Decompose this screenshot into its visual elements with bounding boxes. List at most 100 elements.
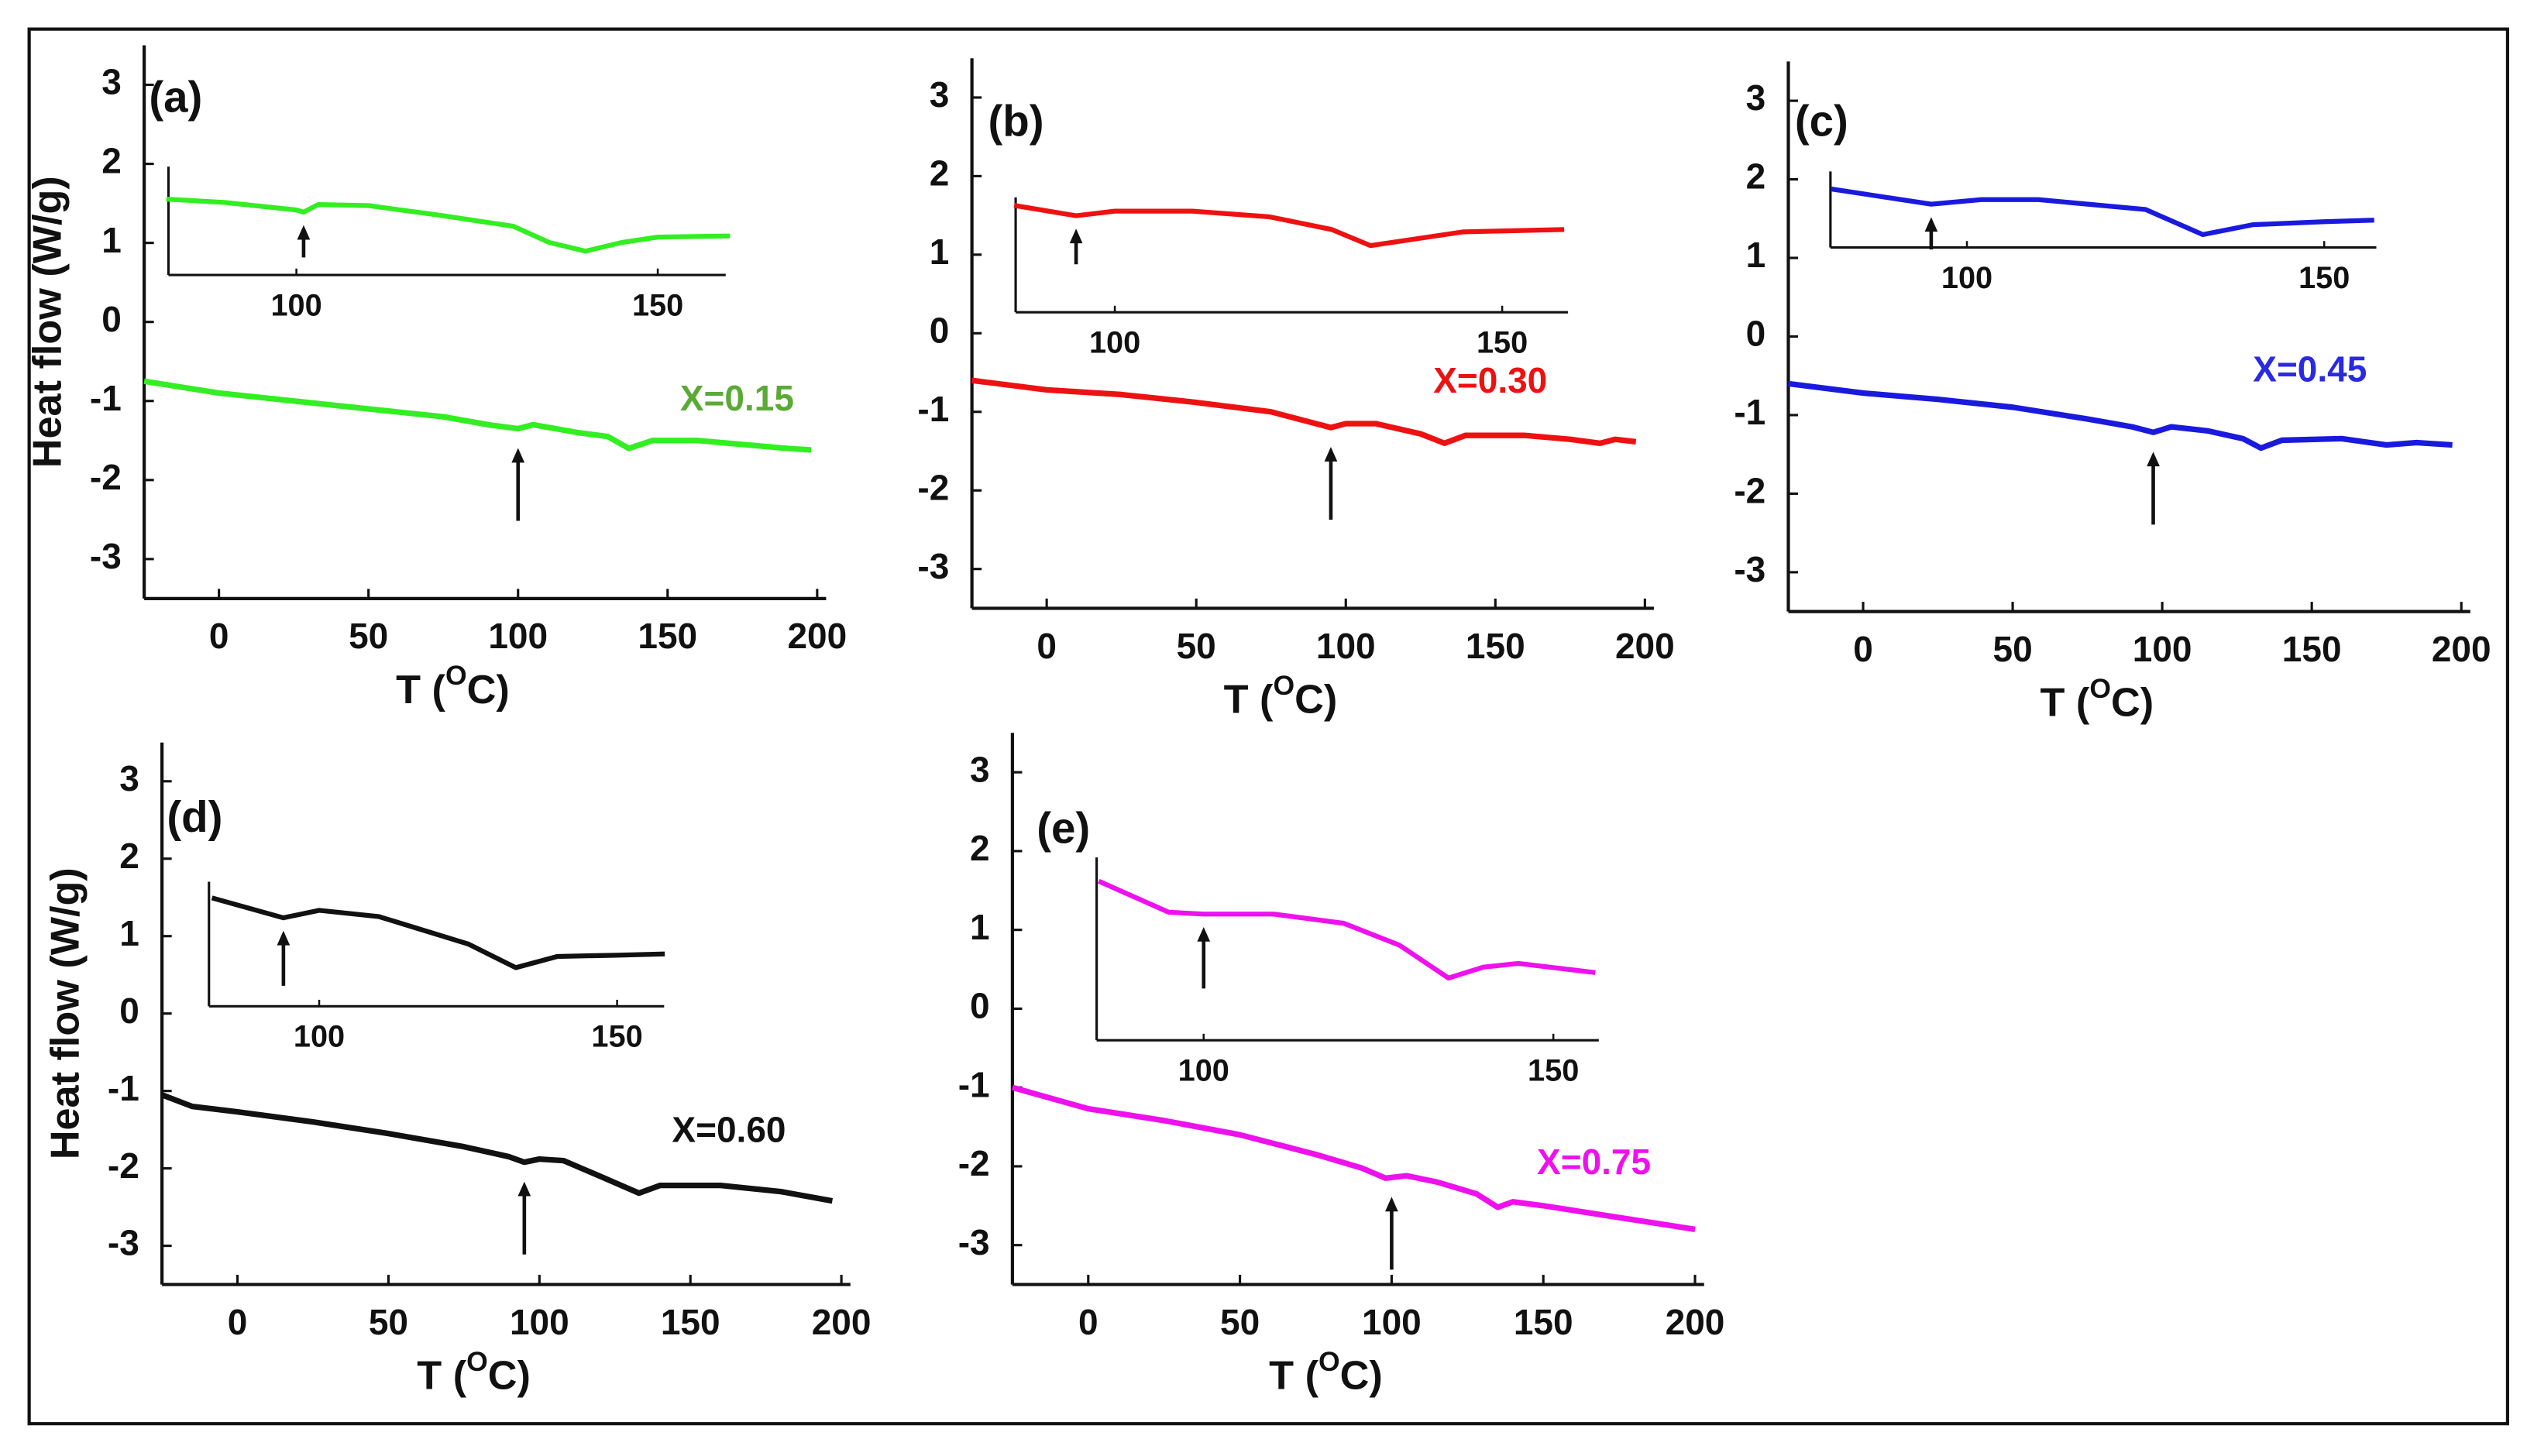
y-tick-label: 2	[1746, 156, 1766, 197]
x-axis-label-part: C)	[467, 668, 510, 713]
x-axis-label: T (OC)	[2040, 673, 2154, 725]
y-axis-label: Heat flow (W/g)	[26, 176, 70, 468]
x-axis-label: T (OC)	[1269, 1346, 1383, 1398]
y-tick-label: -1	[917, 389, 949, 429]
annotation: X=0.45	[2253, 349, 2367, 390]
x-axis-label-part: O	[2089, 673, 2111, 704]
curve	[971, 377, 1637, 447]
arrow-head	[277, 930, 291, 946]
x-tick-label: 150	[1514, 1302, 1573, 1342]
arrow-head	[2147, 452, 2160, 467]
y-tick-label: 1	[101, 220, 122, 260]
y-tick-label: 2	[101, 141, 122, 181]
y-tick-label: 2	[119, 836, 139, 876]
y-tick-label: -3	[1734, 549, 1765, 589]
x-tick-label: 0	[1078, 1302, 1098, 1342]
inset-curve	[1013, 203, 1565, 249]
x-tick-label: 200	[787, 616, 847, 656]
x-tick-label: 0	[1037, 626, 1057, 666]
x-tick-label: 150	[661, 1302, 720, 1342]
inset-curve	[166, 197, 731, 254]
y-tick-label: -2	[108, 1145, 139, 1186]
x-tick-label: 100	[2133, 629, 2192, 669]
inset-x-tick-label: 100	[294, 1020, 345, 1054]
x-axis-label-part: O	[466, 1346, 488, 1377]
y-tick-label: 2	[970, 828, 990, 868]
x-tick-label: 200	[812, 1302, 872, 1342]
annotation: X=0.75	[1537, 1142, 1651, 1182]
inset-x-tick-label: 150	[2298, 261, 2350, 295]
x-tick-label: 50	[1992, 629, 2032, 669]
x-tick-label: 200	[2432, 629, 2491, 669]
x-axis-label-part: C)	[1294, 677, 1337, 722]
curve	[143, 378, 812, 453]
y-tick-label: -1	[108, 1068, 139, 1108]
y-tick-label: 0	[119, 991, 139, 1031]
x-axis-label-part: O	[1319, 1346, 1340, 1377]
frame	[27, 27, 2509, 1426]
panel-label: (e)	[1037, 804, 1090, 853]
panel-label: (c)	[1795, 97, 1848, 146]
annotation: X=0.30	[1433, 360, 1547, 400]
x-tick-label: 150	[1466, 626, 1525, 666]
inset-curve	[1098, 878, 1596, 981]
arrow-head	[517, 1181, 531, 1197]
x-tick-label: 0	[209, 616, 229, 656]
x-axis-label-part: O	[1273, 670, 1294, 701]
y-tick-label: 3	[1746, 77, 1766, 118]
y-tick-label: 0	[930, 310, 950, 350]
annotation: X=0.60	[672, 1109, 786, 1149]
inset-x-tick-label: 100	[270, 288, 321, 322]
curve	[160, 1092, 834, 1204]
y-tick-label: 0	[970, 986, 990, 1026]
y-tick-label: 1	[970, 907, 990, 947]
arrow-head	[1069, 228, 1083, 244]
inset-x-tick-label: 150	[1477, 325, 1528, 359]
arrow-head	[1924, 217, 1938, 232]
y-tick-label: -1	[90, 378, 122, 418]
x-axis-label-part: T (	[1269, 1354, 1319, 1399]
x-axis-label: T (OC)	[396, 661, 510, 713]
y-tick-label: 1	[119, 913, 139, 953]
x-axis-label-part: T (	[1224, 677, 1274, 722]
x-tick-label: 100	[1316, 626, 1376, 666]
x-axis-label-part: C)	[1340, 1354, 1383, 1399]
x-tick-label: 0	[1853, 629, 1873, 669]
x-tick-label: 100	[510, 1302, 569, 1342]
x-tick-label: 50	[1177, 626, 1216, 666]
y-tick-label: -3	[108, 1223, 139, 1263]
x-tick-label: 50	[1220, 1302, 1260, 1342]
curve	[1788, 380, 2453, 452]
y-tick-label: 2	[930, 153, 950, 194]
x-axis-label: T (OC)	[417, 1346, 531, 1398]
inset-x-tick-label: 100	[1178, 1053, 1229, 1087]
x-axis-label-part: T (	[417, 1354, 466, 1399]
inset-x-tick-label: 150	[591, 1020, 642, 1054]
x-axis-label-part: T (	[396, 668, 445, 713]
x-tick-label: 100	[1362, 1302, 1422, 1342]
y-tick-label: -3	[917, 546, 949, 586]
x-tick-label: 150	[638, 616, 697, 656]
x-tick-label: 200	[1666, 1302, 1725, 1342]
curve	[1011, 1084, 1696, 1232]
arrow-head	[1385, 1197, 1398, 1212]
y-tick-label: 0	[101, 299, 122, 339]
y-tick-label: 1	[1746, 235, 1766, 275]
y-tick-label: -1	[1734, 392, 1765, 432]
panel-label: (b)	[988, 97, 1044, 146]
y-tick-label: 0	[1746, 314, 1766, 354]
y-tick-label: 1	[930, 232, 950, 272]
panel-label: (d)	[167, 792, 222, 841]
y-tick-label: 3	[930, 74, 950, 115]
y-tick-label: -2	[958, 1143, 990, 1183]
x-axis-label-part: C)	[488, 1354, 531, 1399]
y-tick-label: 3	[101, 62, 122, 102]
arrow-head	[1197, 926, 1211, 942]
inset-curve	[1831, 186, 2374, 238]
y-tick-label: -2	[1734, 471, 1765, 511]
inset-x-tick-label: 100	[1941, 261, 1992, 295]
panel-label: (a)	[149, 72, 202, 121]
x-tick-label: 50	[349, 616, 388, 656]
y-tick-label: -1	[958, 1064, 990, 1104]
